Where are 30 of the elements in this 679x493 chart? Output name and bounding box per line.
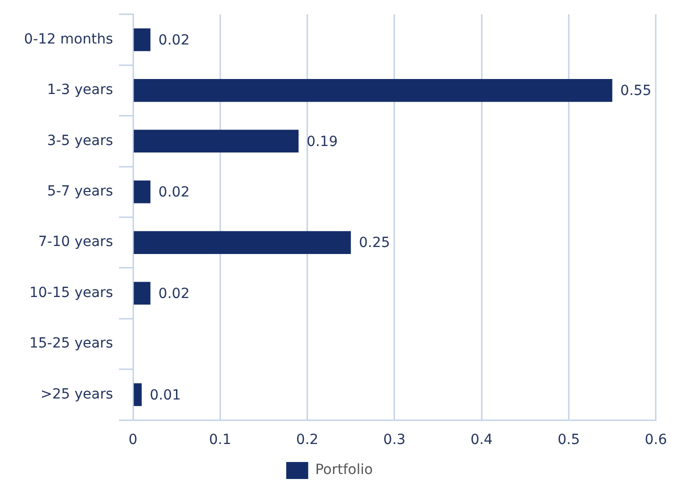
- y-tick-label: 15-25 years: [29, 336, 113, 352]
- x-tick-label: 0.4: [470, 432, 493, 448]
- x-tick-label: 0.3: [383, 432, 406, 448]
- bar: [134, 79, 612, 102]
- y-tick-label: 0-12 months: [24, 31, 113, 48]
- y-tick-label: >25 years: [40, 386, 113, 402]
- data-label: 0.25: [358, 235, 390, 252]
- y-tick-label: 7-10 years: [38, 234, 113, 250]
- y-tick-label: 10-15 years: [29, 284, 113, 301]
- x-tick-label: 0: [128, 432, 138, 448]
- bar: [134, 180, 150, 204]
- data-label: 0.01: [150, 387, 181, 404]
- data-label: 0.55: [620, 83, 652, 100]
- bar: [134, 130, 299, 153]
- x-tick-label: 0.1: [209, 432, 232, 448]
- bar: [134, 28, 150, 52]
- data-label: 0.02: [158, 32, 190, 48]
- bar: [134, 282, 150, 305]
- data-label: 0.02: [158, 184, 190, 200]
- y-tick-label: 1-3 years: [47, 82, 113, 98]
- legend-label: Portfolio: [315, 462, 373, 478]
- y-tick-label: 5-7 years: [47, 183, 113, 200]
- y-tick-label: 3-5 years: [47, 132, 113, 149]
- x-tick-label: 0.2: [296, 432, 318, 448]
- data-label: 0.02: [158, 286, 190, 302]
- x-tick-label: 0.5: [558, 432, 580, 448]
- data-label: 0.19: [306, 134, 338, 150]
- x-tick-label: 0.6: [644, 432, 668, 448]
- bar: [134, 383, 142, 406]
- bar: [134, 231, 351, 254]
